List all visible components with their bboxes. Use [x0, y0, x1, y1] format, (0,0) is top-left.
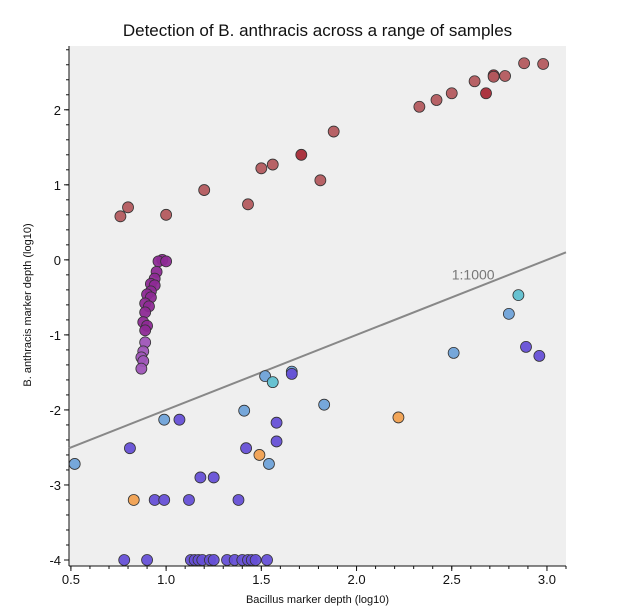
data-point	[447, 346, 460, 359]
data-point	[249, 554, 262, 566]
data-point	[468, 75, 481, 88]
data-point	[122, 201, 134, 214]
data-point	[487, 70, 500, 83]
data-point	[512, 289, 525, 302]
data-point	[127, 494, 140, 506]
data-point	[68, 458, 81, 470]
data-point	[114, 210, 127, 223]
reference-line	[68, 251, 567, 450]
data-point	[141, 554, 153, 566]
x-tick-label: 3.0	[538, 572, 556, 587]
data-point	[533, 349, 546, 362]
x-tick-label: 0.5	[62, 572, 80, 587]
y-axis-label: B. anthracis marker depth (log10)	[22, 223, 34, 387]
data-point	[314, 174, 327, 187]
data-point	[480, 87, 492, 100]
data-point	[285, 368, 298, 380]
data-point	[255, 162, 268, 175]
y-tick-label: -1	[49, 328, 61, 343]
y-tick-label: -2	[49, 403, 61, 418]
data-points	[68, 57, 550, 566]
axes: 0.5 1.0 1.5 2.0 2.5 3.0 -4 -3 -2 -1 0 1 2	[49, 46, 567, 587]
x-tick-label: 2.5	[443, 572, 461, 587]
data-point	[327, 125, 340, 138]
y-tick-label: -4	[49, 553, 61, 568]
data-point	[135, 362, 148, 375]
data-point	[139, 324, 152, 337]
data-point	[183, 494, 195, 506]
data-point	[266, 376, 279, 389]
y-tick-label: 1	[54, 178, 61, 193]
data-point	[270, 435, 283, 448]
data-point	[194, 471, 207, 484]
data-point	[240, 442, 252, 455]
data-point	[173, 413, 186, 426]
data-point	[158, 413, 171, 426]
x-tick-label: 2.0	[347, 572, 365, 587]
data-point	[207, 471, 220, 484]
data-point	[502, 307, 515, 320]
data-point	[537, 58, 550, 70]
data-point	[160, 255, 173, 268]
data-point	[499, 70, 511, 82]
data-point	[207, 554, 220, 566]
data-point	[198, 184, 211, 196]
data-point	[392, 411, 405, 424]
data-point	[266, 158, 279, 171]
data-point	[238, 404, 251, 417]
data-point	[270, 416, 283, 429]
data-point	[158, 494, 171, 506]
x-tick-label: 1.5	[252, 572, 270, 587]
data-point	[118, 554, 131, 566]
reference-line-group: 1:1000	[68, 251, 567, 450]
reference-line-label: 1:1000	[452, 266, 495, 282]
data-point	[253, 449, 266, 461]
data-point	[124, 442, 136, 455]
data-point	[261, 554, 273, 566]
data-point	[242, 198, 254, 211]
x-axis-label: Bacillus marker depth (log10)	[245, 594, 390, 606]
data-point	[430, 94, 443, 106]
data-point	[413, 100, 426, 113]
y-tick-label: 2	[54, 103, 61, 118]
data-point	[232, 494, 245, 506]
data-point	[318, 398, 331, 411]
data-point	[520, 340, 532, 353]
y-tick-label: 0	[54, 253, 61, 268]
data-point	[139, 306, 152, 319]
chart-title: Detection of B. anthracis across a range…	[122, 21, 513, 40]
y-tick-label: -3	[49, 478, 61, 493]
data-point	[295, 148, 308, 161]
x-tick-label: 1.0	[157, 572, 175, 587]
data-point	[263, 458, 275, 470]
data-point	[445, 87, 458, 100]
data-point	[160, 208, 173, 221]
data-point	[518, 57, 531, 70]
